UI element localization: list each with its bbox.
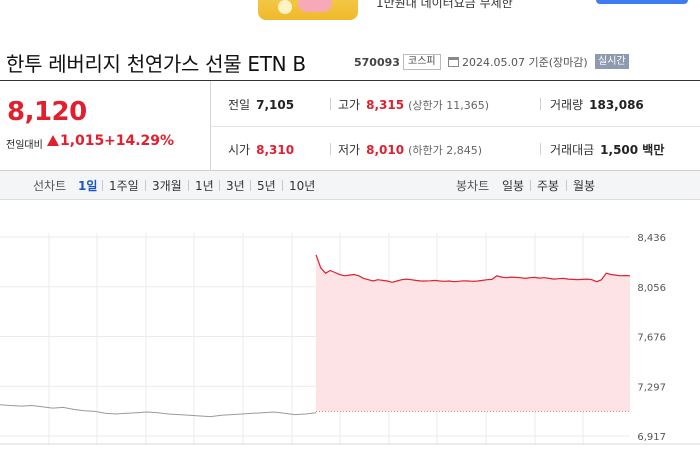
upper-limit: (상한가 11,365) [408, 99, 489, 112]
stock-header: 한투 레버리지 천연가스 선물 ETN B 570093 코스피 2024.05… [0, 46, 700, 78]
stat-volume: 거래량 183,086 [550, 96, 644, 113]
up-arrow-icon [47, 135, 59, 146]
stat-label: 고가 [338, 98, 360, 112]
period-10y[interactable]: 10년 [289, 177, 315, 194]
stat-value: 8,010 [366, 143, 404, 157]
candle-chart-label: 봉차트 [456, 177, 489, 194]
stock-code: 570093 [354, 56, 400, 69]
period-1d[interactable]: 1일 [78, 177, 97, 194]
piggy-bank-icon [298, 0, 332, 12]
period-1y[interactable]: 1년 [195, 177, 214, 194]
price-chart[interactable]: 8,436 8,056 7,676 7,297 6,917 [0, 201, 700, 450]
ad-text[interactable]: 1만원대 데이터요금 무제한 [376, 0, 513, 11]
current-price: 8,120 [7, 97, 87, 127]
stat-label: 저가 [338, 143, 360, 157]
date-value: 2024.05.07 [462, 56, 525, 69]
candle-monthly[interactable]: 월봉 [573, 177, 595, 194]
stat-value: 8,310 [256, 143, 294, 157]
stat-label: 시가 [228, 143, 250, 157]
y-tick-label: 8,436 [637, 233, 666, 244]
period-1w[interactable]: 1주일 [109, 177, 139, 194]
coin-icon [278, 0, 292, 14]
market-badge: 코스피 [403, 54, 441, 70]
toolbar-separator [219, 180, 220, 191]
price-chart-svg: 8,436 8,056 7,676 7,297 6,917 [0, 201, 700, 450]
change-rate: +14.29% [104, 133, 174, 149]
ad-button[interactable] [596, 0, 688, 4]
stats-row-divider [211, 126, 700, 127]
period-3y[interactable]: 3년 [226, 177, 245, 194]
calendar-icon [448, 57, 459, 67]
stat-separator [540, 98, 541, 110]
stat-prev-close: 전일 7,105 [228, 96, 294, 113]
prev-price-line [0, 405, 316, 417]
price-summary: 8,120 전일대비 1,015 +14.29% 전일 7,105 고가 8,315… [0, 81, 700, 171]
realtime-button[interactable]: 실시간 [595, 54, 629, 69]
toolbar-separator [282, 180, 283, 191]
y-tick-label: 6,917 [637, 432, 666, 443]
stat-low: 저가 8,010 (하한가 2,845) [338, 141, 482, 158]
stat-value: 1,500 백만 [600, 143, 664, 157]
stat-label: 거래대금 [550, 143, 594, 157]
change-label: 전일대비 [6, 136, 43, 151]
stat-high: 고가 8,315 (상한가 11,365) [338, 96, 489, 113]
candle-daily[interactable]: 일봉 [502, 177, 524, 194]
ad-banner[interactable]: 1만원대 데이터요금 무제한 [0, 0, 700, 24]
stat-separator [540, 143, 541, 155]
period-3m[interactable]: 3개월 [152, 177, 182, 194]
stat-label: 거래량 [550, 98, 583, 112]
toolbar-separator [566, 180, 567, 191]
ad-image[interactable] [258, 0, 358, 20]
date-info: 2024.05.07 기준(장마감) [462, 54, 588, 70]
change-value: 1,015 [60, 133, 104, 149]
chart-toolbar: 선차트 1일 1주일 3개월 1년 3년 5년 10년 봉차트 일봉 주봉 월봉 [0, 171, 700, 200]
stat-amount: 거래대금 1,500 백만 [550, 141, 664, 158]
y-tick-label: 7,297 [637, 382, 666, 393]
stat-value: 183,086 [589, 98, 644, 112]
stock-name: 한투 레버리지 천연가스 선물 ETN B [6, 48, 306, 77]
stat-open: 시가 8,310 [228, 141, 294, 158]
toolbar-separator [530, 180, 531, 191]
stat-label: 전일 [228, 98, 250, 112]
toolbar-separator [145, 180, 146, 191]
stat-separator [330, 98, 331, 110]
candle-weekly[interactable]: 주봉 [537, 177, 559, 194]
toolbar-separator [102, 180, 103, 191]
period-5y[interactable]: 5년 [257, 177, 276, 194]
line-chart-label: 선차트 [33, 177, 66, 194]
date-suffix: 기준(장마감) [528, 56, 587, 69]
y-tick-label: 7,676 [637, 333, 666, 344]
toolbar-separator [250, 180, 251, 191]
lower-limit: (하한가 2,845) [408, 144, 482, 157]
y-tick-label: 8,056 [637, 283, 666, 294]
stat-separator [330, 143, 331, 155]
stat-value: 7,105 [256, 98, 294, 112]
toolbar-separator [188, 180, 189, 191]
stat-value: 8,315 [366, 98, 404, 112]
